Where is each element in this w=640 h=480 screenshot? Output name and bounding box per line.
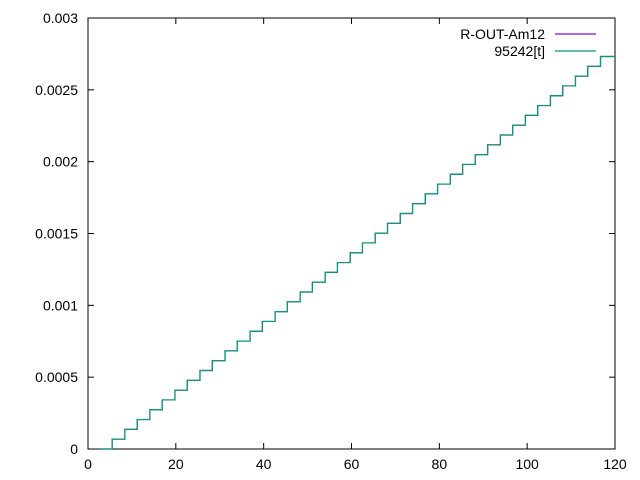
y-tick-label: 0.001 [43,297,78,313]
x-tick-label: 0 [84,456,92,472]
x-axis: 0 20 40 60 80 100 120 [84,18,627,472]
y-axis: 0 0.0005 0.001 0.0015 0.002 0.0025 0.003 [35,10,615,457]
plot-frame [87,17,616,450]
legend-label-2: 95242[t] [494,43,545,59]
x-tick-label: 40 [256,456,272,472]
y-tick-label: 0.0005 [35,369,78,385]
y-tick-label: 0 [70,441,78,457]
x-tick-label: 60 [344,456,360,472]
x-tick-label: 20 [168,456,184,472]
legend-label-1: R-OUT-Am12 [460,26,545,42]
x-tick-label: 80 [432,456,448,472]
y-tick-label: 0.002 [43,154,78,170]
x-tick-label: 120 [603,456,627,472]
y-tick-label: 0.003 [43,10,78,26]
y-tick-label: 0.0015 [35,226,78,242]
series-line-2 [99,55,615,450]
x-tick-label: 100 [515,456,539,472]
y-tick-label: 0.0025 [35,82,78,98]
series-layer [99,55,615,450]
